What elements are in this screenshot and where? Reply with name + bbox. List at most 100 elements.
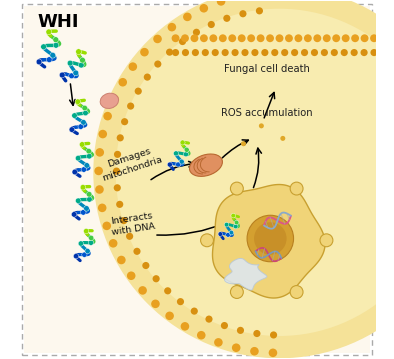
Circle shape xyxy=(233,224,238,229)
Circle shape xyxy=(72,113,77,118)
Circle shape xyxy=(93,0,394,358)
Circle shape xyxy=(80,185,85,190)
Circle shape xyxy=(205,316,212,323)
Circle shape xyxy=(181,34,189,42)
Circle shape xyxy=(85,248,90,254)
Circle shape xyxy=(151,299,160,308)
Circle shape xyxy=(266,34,274,42)
Circle shape xyxy=(166,48,173,56)
Circle shape xyxy=(103,112,112,120)
Circle shape xyxy=(192,49,199,56)
Circle shape xyxy=(69,73,74,79)
Circle shape xyxy=(271,49,278,56)
Circle shape xyxy=(184,152,188,157)
Circle shape xyxy=(83,110,88,116)
Circle shape xyxy=(230,182,243,195)
Circle shape xyxy=(237,327,244,334)
Circle shape xyxy=(154,60,162,67)
Circle shape xyxy=(221,322,228,329)
Circle shape xyxy=(76,49,82,55)
Circle shape xyxy=(212,49,219,56)
Circle shape xyxy=(370,34,378,42)
Circle shape xyxy=(218,232,223,236)
Circle shape xyxy=(304,34,312,42)
Circle shape xyxy=(351,49,358,56)
Circle shape xyxy=(256,34,264,42)
Circle shape xyxy=(201,234,214,247)
Circle shape xyxy=(270,331,277,339)
Circle shape xyxy=(98,130,107,138)
Circle shape xyxy=(134,248,141,255)
Circle shape xyxy=(269,349,277,357)
Circle shape xyxy=(351,34,359,42)
FancyBboxPatch shape xyxy=(22,4,372,355)
Circle shape xyxy=(208,21,215,28)
Circle shape xyxy=(210,34,217,42)
Circle shape xyxy=(217,0,225,6)
Circle shape xyxy=(76,198,81,204)
Circle shape xyxy=(241,141,246,146)
Circle shape xyxy=(78,62,84,68)
Circle shape xyxy=(224,223,229,227)
Circle shape xyxy=(199,4,208,13)
Circle shape xyxy=(261,49,268,56)
Circle shape xyxy=(221,49,229,56)
Circle shape xyxy=(234,220,239,225)
Circle shape xyxy=(71,212,77,217)
Polygon shape xyxy=(225,258,267,290)
Circle shape xyxy=(361,49,368,56)
Circle shape xyxy=(110,94,119,103)
Circle shape xyxy=(115,9,394,336)
Circle shape xyxy=(114,151,121,158)
Circle shape xyxy=(250,347,259,355)
Circle shape xyxy=(172,34,180,42)
Circle shape xyxy=(200,34,208,42)
Text: Damages
mitochondria: Damages mitochondria xyxy=(98,144,164,183)
Circle shape xyxy=(361,34,368,42)
Ellipse shape xyxy=(190,154,222,176)
Circle shape xyxy=(238,34,245,42)
Circle shape xyxy=(331,49,338,56)
Circle shape xyxy=(95,185,104,194)
Circle shape xyxy=(180,140,185,145)
Circle shape xyxy=(78,124,84,129)
Circle shape xyxy=(229,230,234,235)
Circle shape xyxy=(167,23,176,32)
Circle shape xyxy=(87,153,92,159)
Circle shape xyxy=(251,49,258,56)
Circle shape xyxy=(191,34,199,42)
Circle shape xyxy=(342,34,349,42)
Circle shape xyxy=(86,192,92,197)
Circle shape xyxy=(119,78,127,87)
Circle shape xyxy=(127,271,136,280)
Circle shape xyxy=(81,120,86,125)
Circle shape xyxy=(113,168,120,174)
Circle shape xyxy=(226,233,230,237)
Circle shape xyxy=(223,15,230,22)
Circle shape xyxy=(81,167,87,172)
Circle shape xyxy=(128,62,137,71)
Circle shape xyxy=(86,148,91,154)
Circle shape xyxy=(247,215,294,262)
Text: WHI: WHI xyxy=(38,13,79,31)
Circle shape xyxy=(311,49,318,56)
Circle shape xyxy=(232,49,239,56)
Circle shape xyxy=(89,236,94,241)
Circle shape xyxy=(321,49,328,56)
Circle shape xyxy=(191,308,198,315)
Circle shape xyxy=(144,74,151,81)
Circle shape xyxy=(59,72,65,78)
Text: Fungal cell death: Fungal cell death xyxy=(224,64,310,74)
Circle shape xyxy=(290,285,303,298)
Circle shape xyxy=(172,49,179,56)
Circle shape xyxy=(301,49,308,56)
Circle shape xyxy=(313,34,321,42)
Circle shape xyxy=(320,234,333,247)
Circle shape xyxy=(240,10,247,17)
Circle shape xyxy=(117,134,124,141)
Circle shape xyxy=(127,103,134,109)
Circle shape xyxy=(179,38,186,45)
Circle shape xyxy=(84,228,89,234)
Circle shape xyxy=(281,49,288,56)
Circle shape xyxy=(79,142,85,147)
